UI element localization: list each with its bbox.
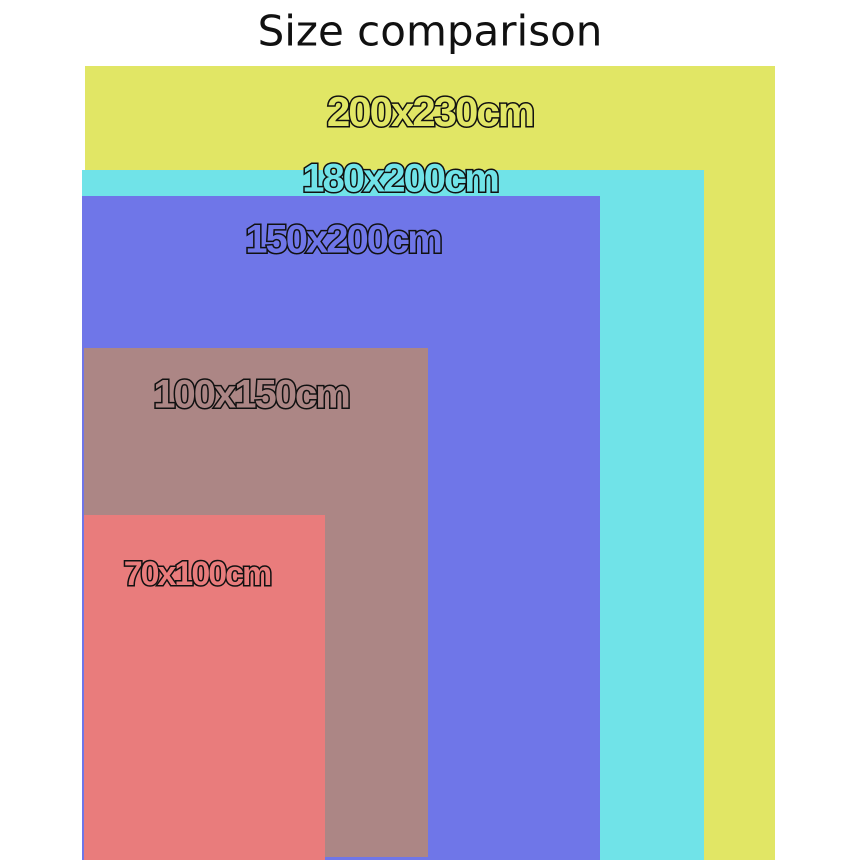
size-label: 150x200cm	[245, 218, 441, 262]
title: Size comparison	[258, 7, 603, 56]
size-rect	[84, 515, 325, 860]
size-label: 200x230cm	[327, 88, 533, 135]
labels: 200x230cm 180x200cm 150x200cm 100x150cm 70x1…	[122, 87, 536, 595]
rects	[82, 66, 775, 860]
size-label: 180x200cm	[302, 157, 498, 201]
size-label: 70x100cm	[124, 555, 271, 593]
size-label: 100x150cm	[153, 373, 349, 417]
